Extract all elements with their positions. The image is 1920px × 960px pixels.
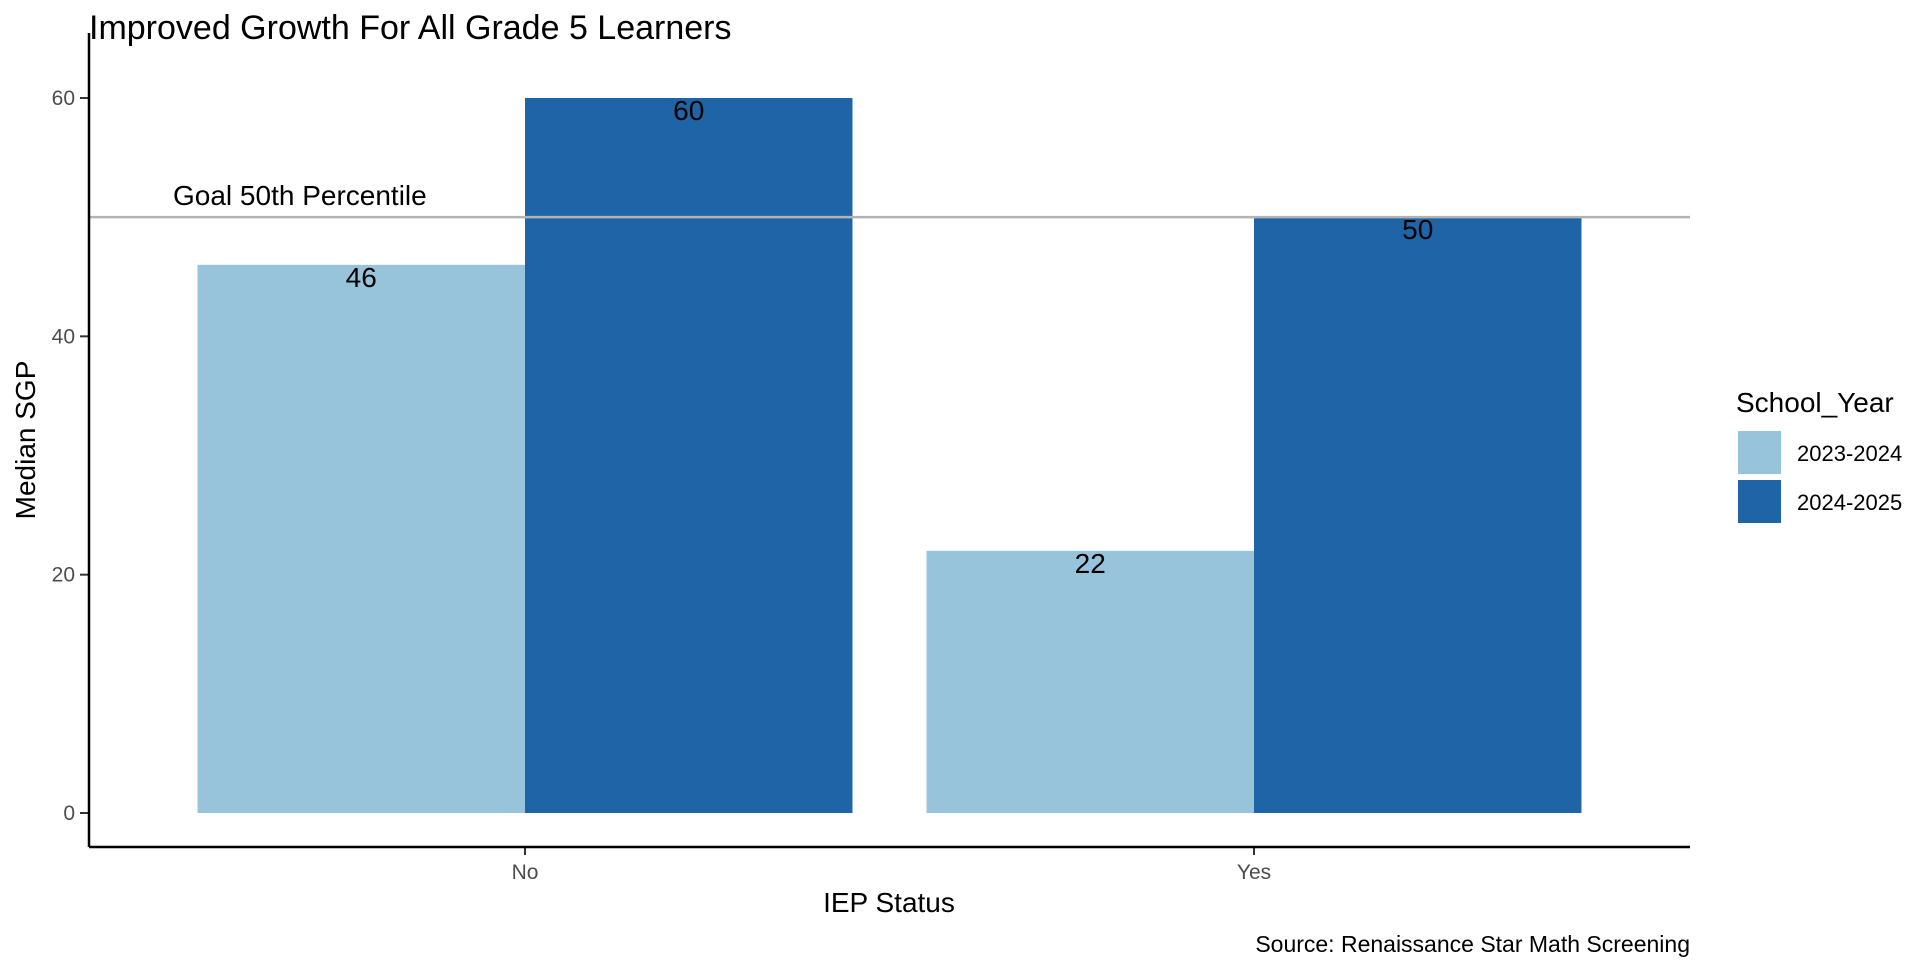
data-label: 60 [673,95,704,126]
legend-label: 2024-2025 [1797,490,1902,515]
data-label: 22 [1075,548,1106,579]
y-tick-label: 0 [63,802,75,825]
bar-no-2024-2025 [525,98,853,813]
data-label: 50 [1402,214,1433,245]
y-tick-label: 20 [52,564,75,587]
bar-yes-2024-2025 [1254,217,1582,813]
plot-area: 0 20 40 60 46 60 No 22 50 Yes Goal 50th Percentile [52,87,1690,884]
goal-annotation: Goal 50th Percentile [173,180,427,211]
source-caption: Source: Renaissance Star Math Screening [1255,931,1690,957]
data-label: 46 [346,262,377,293]
y-tick-label: 60 [52,87,75,110]
y-tick-label: 40 [52,325,75,348]
x-axis-title: IEP Status [823,887,955,918]
bar-yes-2023-2024 [926,550,1254,813]
chart-title: Improved Growth For All Grade 5 Learners [89,9,732,47]
x-tick-label: Yes [1237,861,1271,884]
legend: School_Year 2023-2024 2024-2025 [1736,387,1902,523]
bar-no-2023-2024 [197,264,526,813]
legend-title: School_Year [1736,387,1894,418]
y-axis-title: Median SGP [10,361,41,520]
legend-key-2023-2024 [1738,431,1781,474]
legend-key-2024-2025 [1738,480,1781,523]
x-tick-label: No [512,861,539,884]
legend-label: 2023-2024 [1797,441,1902,466]
